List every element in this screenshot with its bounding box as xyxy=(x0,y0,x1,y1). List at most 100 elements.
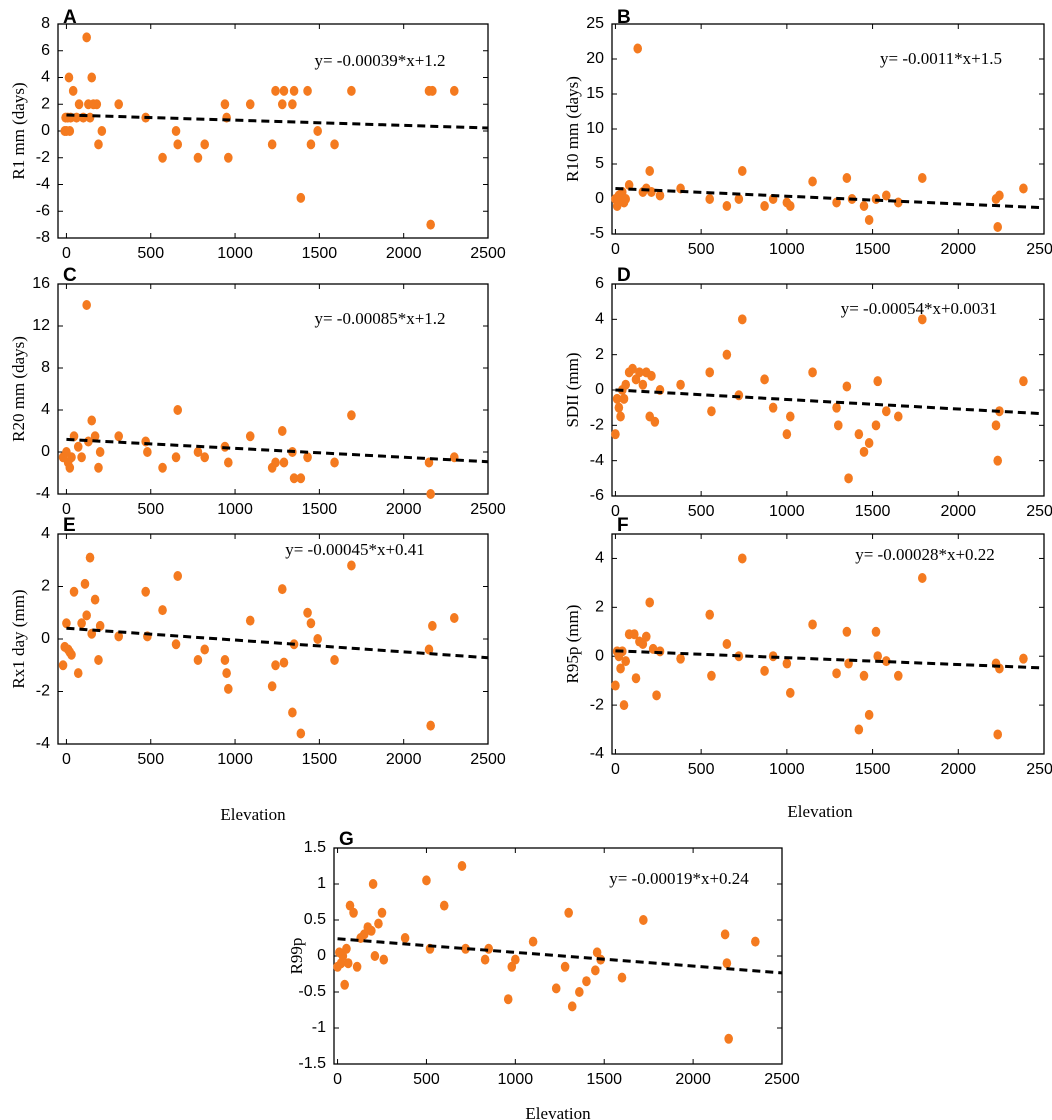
data-point xyxy=(426,489,435,499)
trend-line xyxy=(337,937,783,975)
data-point xyxy=(751,936,760,947)
data-point xyxy=(645,166,655,176)
panel-e: E 0 500 1000 1500 2000 2500 -4 -2 0 2 4 Rx1 day (mm)… xyxy=(9,515,506,824)
data-point xyxy=(511,954,520,965)
x-tick-label: 1000 xyxy=(217,751,253,768)
y-tick-label: -6 xyxy=(36,202,50,219)
data-point xyxy=(439,900,449,911)
x-tick-label: 0 xyxy=(62,245,71,262)
data-point xyxy=(449,85,459,96)
y-axis-label: R99p xyxy=(287,938,306,975)
y-axis-label: R95p (mm) xyxy=(563,605,582,684)
data-point xyxy=(368,879,378,889)
data-point xyxy=(881,190,891,201)
data-point xyxy=(158,605,167,616)
data-point xyxy=(993,729,1003,740)
data-point xyxy=(614,402,624,413)
data-point xyxy=(617,972,627,983)
data-point xyxy=(143,447,152,457)
y-tick-label: 0 xyxy=(41,443,50,460)
trend-line xyxy=(615,187,1045,210)
data-point xyxy=(503,994,513,1005)
panel-a: A 0 500 1000 1500 2000 2500 -8 -6 -4 -2 0 2 4 6 8 R1 mm … xyxy=(9,7,506,262)
data-point xyxy=(193,152,203,163)
data-point xyxy=(426,219,435,230)
data-point xyxy=(82,610,91,621)
y-tick-label: 0 xyxy=(41,122,50,139)
trend-line xyxy=(66,113,489,130)
data-point xyxy=(859,670,869,681)
x-tick-label: 2000 xyxy=(386,245,422,262)
trend-line xyxy=(66,437,489,464)
data-point xyxy=(422,875,431,886)
data-point xyxy=(842,173,852,183)
data-point xyxy=(173,139,183,150)
x-tick-label: 0 xyxy=(611,761,620,778)
x-tick-label: 0 xyxy=(333,1071,342,1088)
data-point xyxy=(808,367,817,378)
data-point xyxy=(200,644,210,655)
regression-equation: y= -0.00045*x+0.41 xyxy=(285,540,425,559)
data-point xyxy=(676,379,685,390)
data-point xyxy=(1019,183,1028,194)
data-point xyxy=(271,660,280,671)
data-point xyxy=(808,176,817,187)
y-tick-label: 8 xyxy=(41,15,50,32)
data-point xyxy=(85,552,95,563)
data-point xyxy=(705,194,715,204)
data-point xyxy=(303,85,312,96)
y-tick-label: -4 xyxy=(36,176,50,193)
data-point xyxy=(628,363,637,374)
data-point xyxy=(296,473,306,484)
data-point xyxy=(271,85,280,96)
data-point xyxy=(90,431,100,442)
regression-equation: y= -0.00085*x+1.2 xyxy=(314,309,445,328)
data-point xyxy=(65,126,75,136)
y-tick-label: 4 xyxy=(595,550,604,567)
data-point xyxy=(724,1033,733,1044)
panel-d: D 0 500 1000 1500 2000 2500 -6 -4 -2 0 2 4 6 SDII (mm)… xyxy=(563,265,1052,520)
y-tick-label: 15 xyxy=(586,85,604,102)
data-point xyxy=(842,381,852,392)
data-point xyxy=(624,180,634,190)
panel-g: G 0 500 1000 1500 2000 2500 -1.5 -1 -0.5 0 0.5 1 1.5 R… xyxy=(287,829,800,1120)
data-point xyxy=(428,620,437,631)
data-point xyxy=(193,655,203,665)
panel-letter: C xyxy=(63,265,77,286)
y-axis-label: Rx1 day (mm) xyxy=(9,589,28,688)
y-tick-label: 0.5 xyxy=(304,911,326,928)
data-point xyxy=(342,943,351,954)
data-point xyxy=(87,415,97,426)
y-tick-label: -5 xyxy=(590,225,604,242)
data-point xyxy=(995,190,1004,201)
data-point xyxy=(193,447,203,457)
data-point xyxy=(707,406,716,417)
data-point xyxy=(449,613,459,623)
x-tick-label: 1500 xyxy=(302,751,338,768)
data-point xyxy=(370,951,380,961)
x-tick-label: 0 xyxy=(611,241,620,258)
data-point xyxy=(330,457,339,468)
x-tick-label: 2000 xyxy=(940,241,976,258)
x-tick-label: 500 xyxy=(413,1071,440,1088)
y-tick-label: -6 xyxy=(590,487,604,504)
y-tick-label: 4 xyxy=(595,311,604,328)
x-tick-label: 1500 xyxy=(855,761,891,778)
data-point xyxy=(279,657,289,668)
y-tick-label: -0.5 xyxy=(298,983,326,1000)
data-point xyxy=(347,560,356,571)
data-point xyxy=(647,370,656,381)
panel-letter: F xyxy=(617,515,629,536)
trend-line xyxy=(66,626,489,660)
data-point xyxy=(289,473,299,484)
data-point xyxy=(619,700,629,711)
data-point xyxy=(560,961,570,972)
data-point xyxy=(737,166,747,176)
x-tick-label: 1000 xyxy=(769,241,805,258)
panel-c: C 0 500 1000 1500 2000 2500 -4 0 4 8 12 16 R20 mm (da… xyxy=(9,265,506,518)
data-point xyxy=(808,619,817,630)
data-point xyxy=(90,594,100,605)
y-tick-label: 4 xyxy=(41,69,50,86)
y-tick-label: 2 xyxy=(41,95,50,112)
data-point xyxy=(842,626,852,637)
